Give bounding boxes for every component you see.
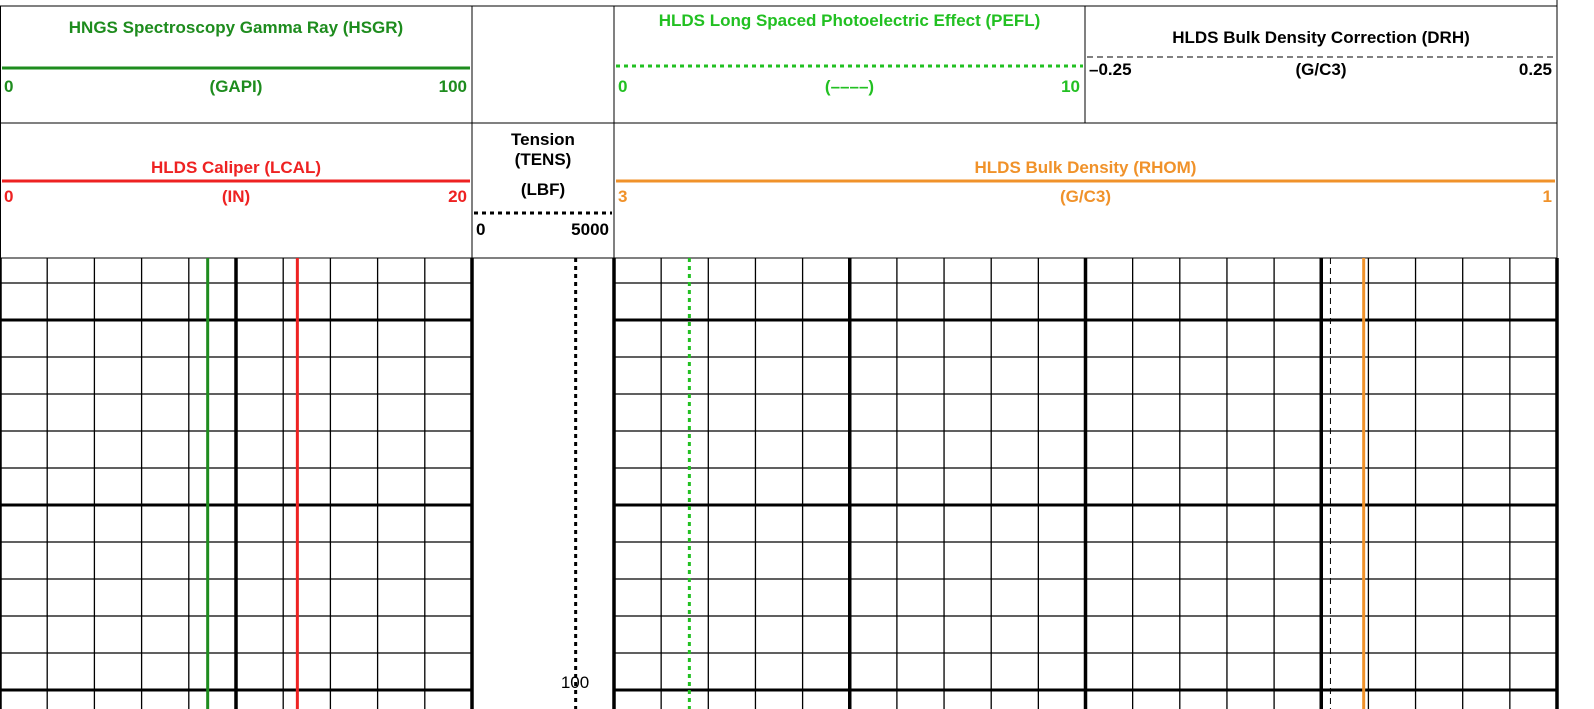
scale-label: 0 bbox=[4, 187, 14, 206]
curve-unit: (IN) bbox=[221, 187, 251, 206]
curve-unit: (G/C3) bbox=[1060, 187, 1111, 206]
curve-title: HLDS Caliper (LCAL) bbox=[151, 158, 321, 177]
curve-title: HLDS Bulk Density (RHOM) bbox=[974, 158, 1197, 177]
scale-label: 100 bbox=[438, 77, 467, 96]
scale-label: 0 bbox=[4, 77, 14, 96]
curve-unit: (GAPI) bbox=[209, 77, 263, 96]
curve-title: Tension (TENS) bbox=[511, 130, 575, 169]
scale-label: 0 bbox=[618, 77, 628, 96]
curve-title: HLDS Bulk Density Correction (DRH) bbox=[1172, 28, 1470, 47]
scale-label: –0.25 bbox=[1089, 60, 1132, 79]
scale-label: 0.25 bbox=[1518, 60, 1552, 79]
curve-title: HLDS Long Spaced Photoelectric Effect (P… bbox=[658, 11, 1041, 30]
scale-label: 0 bbox=[476, 220, 486, 239]
curve-unit: (G/C3) bbox=[1295, 60, 1347, 79]
scale-label: 3 bbox=[618, 187, 628, 206]
scale-label: 5000 bbox=[571, 220, 609, 239]
curve-unit: (––––) bbox=[824, 77, 875, 96]
scale-label: 20 bbox=[448, 187, 467, 206]
curve-title: HNGS Spectroscopy Gamma Ray (HSGR) bbox=[68, 18, 404, 37]
scale-label: 10 bbox=[1061, 77, 1080, 96]
curve-unit: (LBF) bbox=[520, 180, 566, 199]
scale-label: 1 bbox=[1542, 187, 1552, 206]
